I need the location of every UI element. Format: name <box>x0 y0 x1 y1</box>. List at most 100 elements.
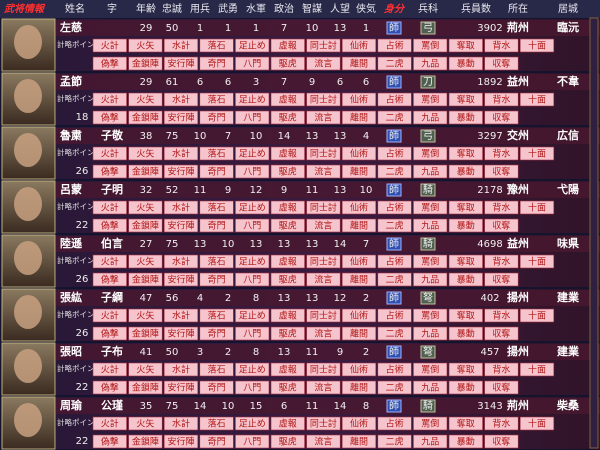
skill-name: 虚報 <box>279 202 297 214</box>
skill-name: 奪取 <box>457 364 475 376</box>
skill-name: 罵倒 <box>421 94 439 106</box>
skill-cell <box>484 92 519 107</box>
city: 広信 <box>557 128 579 142</box>
points: 26 <box>76 328 89 339</box>
skill-cell <box>306 200 341 215</box>
skill-name: 奪取 <box>457 310 475 322</box>
skill-name: 安行陣 <box>167 274 194 286</box>
skill-name: 火矢 <box>136 364 154 376</box>
column-header: 侠気 <box>356 2 376 15</box>
officer-style: 公瑾 <box>101 398 123 412</box>
skill-cell <box>377 416 412 431</box>
stat-value: 8 <box>253 293 259 304</box>
unit-icon <box>420 399 436 413</box>
unit-icon <box>420 183 436 197</box>
skill-cell <box>448 146 483 161</box>
stat-value: 13 <box>334 23 347 34</box>
skill-cell <box>413 38 448 53</box>
skill-cell <box>519 254 555 269</box>
skill-name: 八門 <box>243 329 261 340</box>
skill-name: 暴動 <box>457 383 475 394</box>
skill-name: 金鎖陣 <box>132 166 159 178</box>
skill-name: 八門 <box>243 221 261 232</box>
skill-cell <box>92 380 127 395</box>
skill-cell <box>92 272 127 287</box>
stat-value: 10 <box>194 131 207 142</box>
skill-name: 安行陣 <box>167 382 194 394</box>
skill-name: 離間 <box>350 220 368 232</box>
skill-cell <box>199 92 234 107</box>
skill-name: 罵倒 <box>421 202 439 214</box>
unit-icon <box>420 129 436 143</box>
skill-name: 金鎖陣 <box>132 112 159 124</box>
stat-value: 9 <box>281 185 287 196</box>
skill-name: 駆虎 <box>279 220 297 232</box>
stat-value: 41 <box>140 347 153 358</box>
stat-value: 12 <box>250 185 263 196</box>
skill-name: 偽撃 <box>101 382 119 394</box>
screen-title: 武将情報 <box>4 3 46 15</box>
skill-cell <box>484 218 519 233</box>
skill-cell <box>413 218 448 233</box>
skill-name: 暴動 <box>457 221 475 232</box>
points-label: 計略ポイント <box>57 201 102 211</box>
stat-value: 38 <box>140 131 153 142</box>
stat-value: 14 <box>334 401 347 412</box>
skill-cell <box>199 326 234 341</box>
skill-cell <box>270 164 305 179</box>
skill-cell <box>235 326 270 341</box>
skill-name: 足止め <box>239 310 266 322</box>
province: 益州 <box>507 236 529 250</box>
skill-cell <box>341 272 377 287</box>
skill-cell <box>306 146 341 161</box>
skill-cell <box>235 254 270 269</box>
skill-cell <box>128 38 163 53</box>
skill-cell <box>448 218 483 233</box>
stat-value: 27 <box>140 239 153 250</box>
rank: 師 <box>389 21 399 34</box>
skill-name: 収奪 <box>492 166 510 178</box>
skill-name: 同士討 <box>310 256 337 268</box>
officer-style: 伯言 <box>101 236 123 250</box>
unit-icon <box>420 21 436 35</box>
skill-name: 安行陣 <box>167 220 194 232</box>
skill-name: 足止め <box>239 418 266 430</box>
stat-value: 61 <box>166 77 179 88</box>
skill-name: 金鎖陣 <box>132 382 159 394</box>
skill-cell <box>199 164 234 179</box>
skill-cell <box>484 326 519 341</box>
skill-cell <box>341 434 377 449</box>
skill-name: 水計 <box>172 148 190 160</box>
skill-name: 十面 <box>528 310 546 322</box>
skill-cell <box>519 308 555 323</box>
skill-cell <box>484 416 519 431</box>
skill-name: 落石 <box>208 418 226 430</box>
points: 22 <box>76 220 89 231</box>
skill-name: 火計 <box>101 94 119 106</box>
stat-value: 11 <box>306 185 319 196</box>
skill-name: 八門 <box>243 113 261 124</box>
stat-value: 1 <box>225 23 231 34</box>
province: 交州 <box>507 128 529 142</box>
skill-name: 足止め <box>239 256 266 268</box>
skill-cell <box>270 146 305 161</box>
skill-name: 火計 <box>101 418 119 430</box>
skill-name: 占術 <box>386 40 404 52</box>
skill-cell <box>484 164 519 179</box>
stat-value: 13 <box>278 347 291 358</box>
troops: 3143 <box>477 401 502 412</box>
skill-name: 背水 <box>492 202 510 214</box>
skill-cell <box>484 56 519 71</box>
skill-cell <box>519 362 555 377</box>
header-bar <box>0 0 600 18</box>
skill-cell <box>484 380 519 395</box>
skill-cell <box>163 362 199 377</box>
skill-name: 同士討 <box>310 148 337 160</box>
skill-cell <box>306 416 341 431</box>
city: 味県 <box>557 236 579 250</box>
skill-name: 背水 <box>492 148 510 160</box>
skill-name: 火計 <box>101 202 119 214</box>
skill-name: 水計 <box>172 418 190 430</box>
skill-name: 九品 <box>421 329 439 340</box>
skill-cell <box>519 38 555 53</box>
